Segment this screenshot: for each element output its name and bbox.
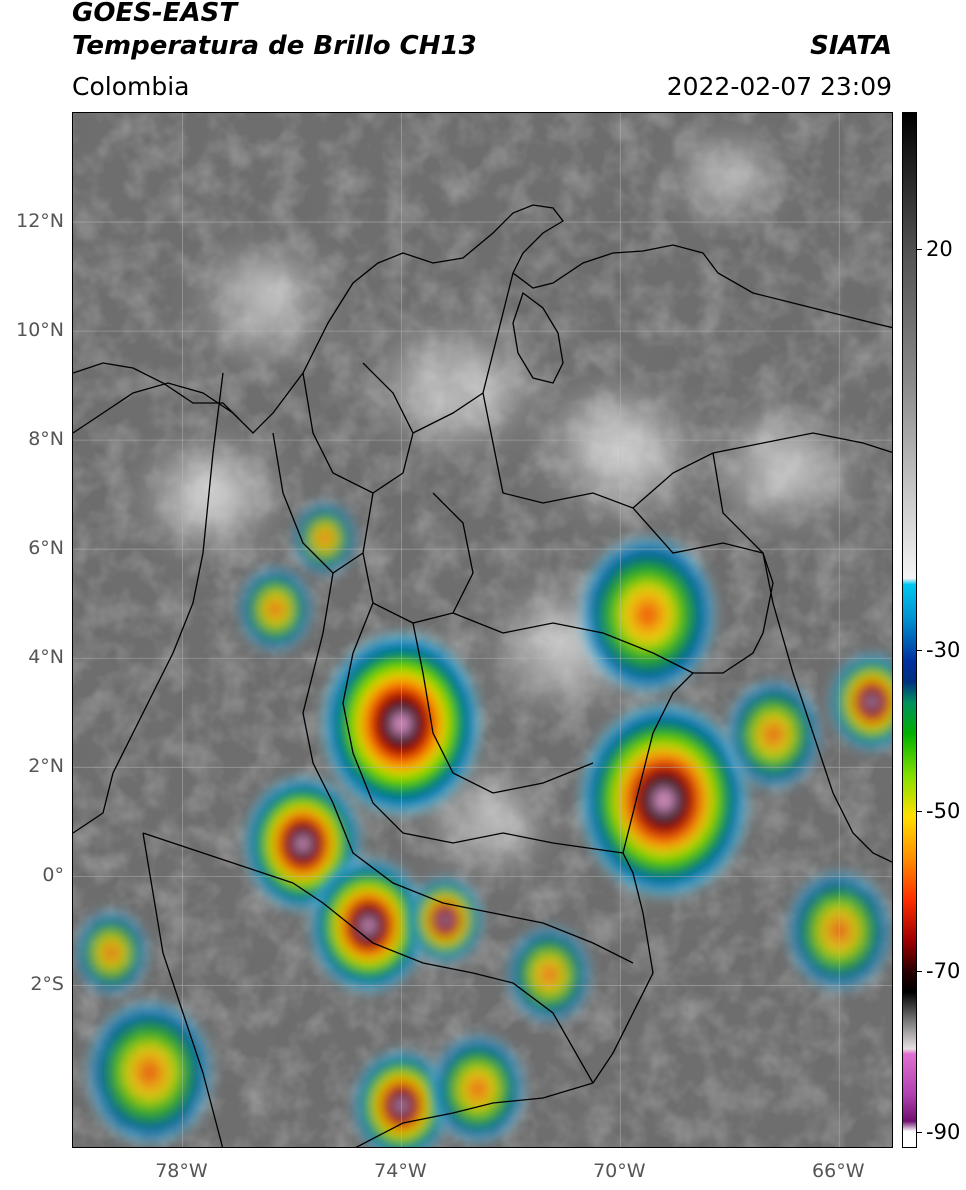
satellite-title: GOES-EAST [72,0,238,28]
coastline-caribbean [73,204,892,434]
lat-tick-label: 10°N [16,319,64,342]
colorbar-tick-label: -30 [926,638,961,663]
storm-cell [237,565,314,654]
colombia-dept-5 [302,572,334,804]
colorbar-gradient [903,113,916,1147]
datetime-label: 2022-02-07 23:09 [666,72,892,101]
colorbar-tick [917,971,922,973]
colombia-dept-1 [302,362,414,494]
colorbar-tick-label: 20 [926,236,953,261]
colorbar-tick [917,810,922,812]
lat-tick-label: 6°N [28,537,64,560]
gridlines [73,113,892,1147]
region-label: Colombia [72,72,190,101]
lon-tick-label: 74°W [374,1160,427,1182]
colorbar-tick-label: -50 [926,798,961,823]
colorbar-tick [917,248,922,250]
storm-cell [406,875,484,965]
country-borders [73,204,892,1147]
storm-cell [784,867,892,994]
colombia-venezuela-border [482,272,774,854]
lake-maracaibo [512,291,564,384]
venezuela-state-1 [632,432,892,509]
lon-tick-label: 78°W [155,1160,208,1182]
colombia-dept-4 [272,432,364,574]
panama [73,362,239,419]
storm-cell [724,677,823,792]
colombia-ecuador-border [142,832,294,884]
colorbar-tick [917,1131,922,1133]
colorbar-tick-label: -70 [926,959,961,984]
storm-cell [428,1032,528,1146]
colombia-dept-9 [332,802,634,964]
colombia-dept-8 [342,602,624,854]
pacific-coast [73,372,224,834]
lat-tick-label: 2°N [28,755,64,778]
texture-light [73,113,892,1147]
storm-cell [83,997,216,1147]
lat-tick-label: 12°N [16,210,64,233]
colombia-dept-2 [362,492,474,624]
venezuela-brazil-border [762,552,892,863]
colorbar [902,112,917,1148]
lat-tick-label: 4°N [28,646,64,669]
colombia-brazil-border [592,852,654,1084]
satellite-map [72,112,893,1148]
colombia-dept-6 [412,622,594,794]
peru-brazil-border [355,1082,594,1147]
lon-tick-label: 70°W [593,1160,646,1182]
storm-cell [73,908,150,997]
storm-cell [828,651,892,753]
storm-cell [291,500,358,577]
venezuela-state-2 [712,452,764,554]
colombia-peru-border [292,882,594,1084]
colorbar-tick [917,650,922,652]
colorbar-tick-label: -90 [926,1119,961,1144]
lat-tick-label: 2°S [30,973,64,996]
storm-cell [505,924,593,1025]
product-title: Temperatura de Brillo CH13 [72,31,477,61]
org-label: SIATA [810,31,892,61]
colombia-dept-7 [452,612,694,674]
map-canvas [73,113,892,1147]
lat-tick-label: 0° [42,864,64,887]
lon-tick-label: 66°W [812,1160,865,1182]
lat-tick-label: 8°N [28,428,64,451]
ecuador-peru-border [142,832,224,1147]
storm-layer [73,500,892,1147]
storm-cell [576,532,719,697]
colombia-dept-3 [412,392,484,434]
storm-cell [308,856,429,995]
